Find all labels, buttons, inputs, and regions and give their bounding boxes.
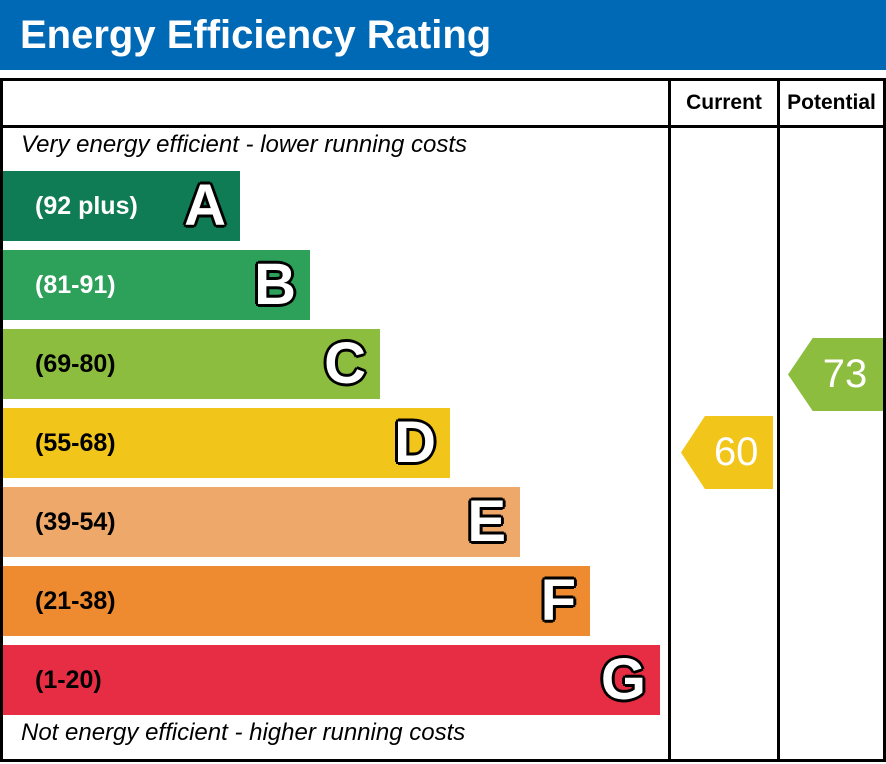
band-b-letter: B <box>254 252 296 317</box>
band-e: (39-54) E <box>3 487 520 557</box>
band-b: (81-91) B <box>3 250 310 320</box>
potential-rating-arrow: 73 <box>788 338 883 411</box>
top-note: Very energy efficient - lower running co… <box>21 131 467 158</box>
band-g-letter: G <box>600 647 646 712</box>
band-d-letter: D <box>394 410 436 475</box>
band-a: (92 plus) A <box>3 171 240 241</box>
band-d: (55-68) D <box>3 408 450 478</box>
column-header-potential: Potential <box>787 91 876 114</box>
column-divider-potential <box>777 81 780 759</box>
band-e-range: (39-54) <box>35 507 116 536</box>
bottom-note: Not energy efficient - higher running co… <box>21 719 466 746</box>
band-c: (69-80) C <box>3 329 380 399</box>
band-a-letter: A <box>184 173 226 238</box>
band-b-range: (81-91) <box>35 270 116 299</box>
band-a-range: (92 plus) <box>35 191 138 220</box>
table-header-row: Current Potential <box>3 81 883 128</box>
rating-table: Current Potential Very energy efficient … <box>0 78 886 762</box>
band-g: (1-20) G <box>3 645 660 715</box>
potential-rating-value: 73 <box>822 352 868 396</box>
current-rating-arrow: 60 <box>681 416 773 489</box>
band-f: (21-38) F <box>3 566 590 636</box>
page-title: Energy Efficiency Rating <box>20 12 492 57</box>
band-f-letter: F <box>540 568 576 633</box>
band-e-letter: E <box>467 489 506 554</box>
band-f-range: (21-38) <box>35 586 116 615</box>
current-rating-value: 60 <box>713 430 759 474</box>
title-banner: Energy Efficiency Rating <box>0 0 886 70</box>
band-c-letter: C <box>324 331 366 396</box>
band-c-range: (69-80) <box>35 349 116 378</box>
column-header-current: Current <box>686 91 762 114</box>
column-divider-current <box>668 81 671 759</box>
band-d-range: (55-68) <box>35 428 116 457</box>
band-g-range: (1-20) <box>35 665 102 694</box>
